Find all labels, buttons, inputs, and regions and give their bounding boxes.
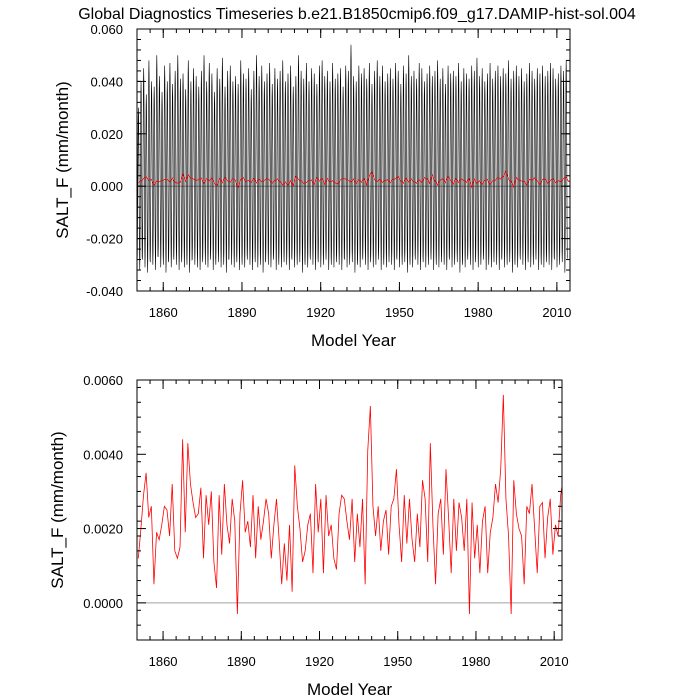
y-tick-label: 0.0020	[83, 522, 123, 537]
x-tick-label: 1860	[149, 654, 178, 669]
y-axis-title: SALT_F (mm/month)	[48, 431, 67, 588]
y-tick-label: 0.020	[90, 127, 123, 142]
y-tick-label: 0.0060	[83, 373, 123, 388]
x-tick-label: 1980	[461, 654, 490, 669]
y-axis-title: SALT_F (mm/month)	[53, 81, 72, 238]
top-panel: 1860 1890 1920 1950 1980 2010 -0.040 -0.020 0.00…	[53, 22, 571, 350]
annual-series-line	[138, 170, 570, 189]
plot-frame	[136, 379, 563, 641]
x-tick-label: 1920	[305, 654, 334, 669]
figure-title: Global Diagnostics Timeseries b.e21.B185…	[78, 6, 636, 23]
x-tick-label: 1860	[149, 305, 178, 320]
y-tick-label: 0.0000	[83, 596, 123, 611]
x-axis-title: Model Year	[311, 331, 396, 350]
y-tick-label: -0.040	[86, 284, 123, 299]
x-tick-label: 1890	[227, 654, 256, 669]
x-tick-label: 2010	[540, 654, 569, 669]
y-tick-label: 0.060	[90, 22, 123, 37]
y-tick-label: 0.040	[90, 74, 123, 89]
y-tick-label: -0.020	[86, 232, 123, 247]
x-tick-label: 1950	[383, 654, 412, 669]
y-tick-label: 0.0040	[83, 447, 123, 462]
plot-frame	[136, 28, 571, 292]
y-tick-label: 0.000	[90, 179, 123, 194]
bottom-panel: 1860 1890 1920 1950 1980 2010 0.0000 0.0020 0.00…	[48, 373, 569, 699]
x-tick-label: 1950	[385, 305, 414, 320]
monthly-series-line	[137, 44, 568, 273]
x-tick-label: 1980	[464, 305, 493, 320]
annual-series-line	[137, 394, 562, 615]
x-tick-label: 1890	[228, 305, 257, 320]
x-tick-label: 2010	[542, 305, 571, 320]
x-axis-title: Model Year	[307, 680, 392, 699]
x-tick-label: 1920	[306, 305, 335, 320]
